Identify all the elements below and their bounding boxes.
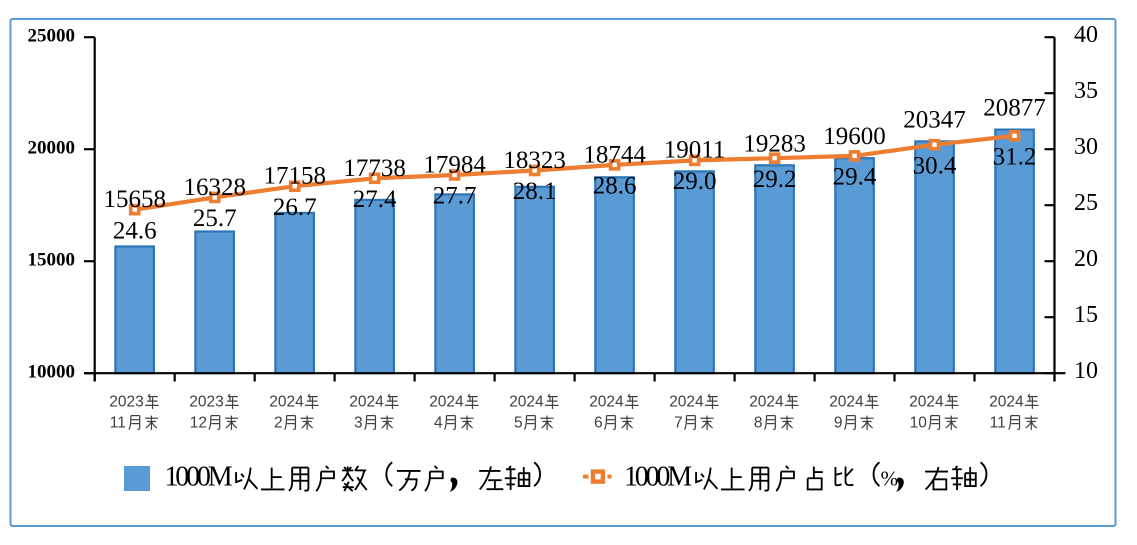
svg-text:19600: 19600 — [823, 123, 886, 150]
svg-text:35: 35 — [1074, 78, 1098, 104]
svg-text:11: 11 — [990, 415, 1006, 432]
svg-text:31.2: 31.2 — [993, 143, 1037, 170]
svg-text:2023: 2023 — [109, 394, 143, 411]
svg-text:29.0: 29.0 — [673, 168, 717, 195]
svg-text:16328: 16328 — [183, 174, 246, 201]
svg-text:25000: 25000 — [28, 25, 76, 46]
svg-text:2024: 2024 — [749, 394, 784, 411]
svg-text:17738: 17738 — [343, 155, 406, 182]
svg-text:7: 7 — [674, 415, 683, 432]
svg-text:2023: 2023 — [189, 394, 223, 411]
svg-text:28.1: 28.1 — [513, 178, 557, 205]
svg-text:4: 4 — [434, 415, 443, 432]
svg-text:3: 3 — [354, 415, 363, 432]
svg-text:10: 10 — [910, 415, 928, 432]
svg-text:1000M: 1000M — [165, 462, 233, 493]
svg-text:18744: 18744 — [583, 141, 646, 168]
svg-text:25: 25 — [1074, 190, 1098, 216]
svg-text:11: 11 — [110, 415, 126, 432]
svg-text:12: 12 — [190, 415, 207, 432]
svg-text:24.6: 24.6 — [113, 217, 157, 244]
svg-text:19283: 19283 — [743, 130, 806, 157]
svg-text:6: 6 — [594, 415, 603, 432]
svg-text:26.7: 26.7 — [273, 194, 317, 221]
svg-text:27.4: 27.4 — [353, 186, 397, 213]
svg-text:2024: 2024 — [909, 394, 944, 411]
svg-text:18323: 18323 — [503, 147, 566, 174]
svg-text:5: 5 — [514, 415, 523, 432]
svg-text:2: 2 — [274, 415, 283, 432]
svg-text:29.2: 29.2 — [753, 166, 797, 193]
svg-text:9: 9 — [834, 415, 843, 432]
svg-text:8: 8 — [754, 415, 763, 432]
svg-text:20347: 20347 — [903, 106, 966, 133]
svg-text:2024: 2024 — [429, 394, 464, 411]
svg-text:15: 15 — [1074, 302, 1098, 328]
svg-text:27.7: 27.7 — [433, 183, 477, 210]
svg-text:20000: 20000 — [28, 137, 76, 158]
svg-text:2024: 2024 — [509, 394, 544, 411]
svg-text:20877: 20877 — [983, 95, 1046, 122]
svg-text:30: 30 — [1074, 134, 1098, 160]
svg-text:2024: 2024 — [829, 394, 864, 411]
svg-text:17984: 17984 — [423, 152, 486, 179]
svg-text:2024: 2024 — [589, 394, 624, 411]
svg-text:2024: 2024 — [349, 394, 384, 411]
svg-text:28.6: 28.6 — [593, 173, 637, 200]
svg-text:17158: 17158 — [263, 163, 326, 190]
svg-text:10000: 10000 — [28, 361, 76, 382]
svg-text:2024: 2024 — [269, 394, 304, 411]
svg-text:25.7: 25.7 — [193, 205, 237, 232]
svg-text:15658: 15658 — [103, 186, 166, 213]
svg-text:29.4: 29.4 — [833, 164, 877, 191]
svg-text:30.4: 30.4 — [913, 152, 957, 179]
svg-text:15000: 15000 — [28, 249, 76, 270]
svg-text:20: 20 — [1074, 246, 1098, 272]
svg-text:10: 10 — [1074, 358, 1098, 384]
svg-text:1000M: 1000M — [624, 462, 692, 493]
svg-text:19011: 19011 — [664, 136, 726, 163]
svg-text:2024: 2024 — [669, 394, 704, 411]
svg-text:40: 40 — [1074, 22, 1098, 48]
svg-text:%: % — [881, 467, 899, 491]
svg-text:2024: 2024 — [989, 394, 1024, 411]
